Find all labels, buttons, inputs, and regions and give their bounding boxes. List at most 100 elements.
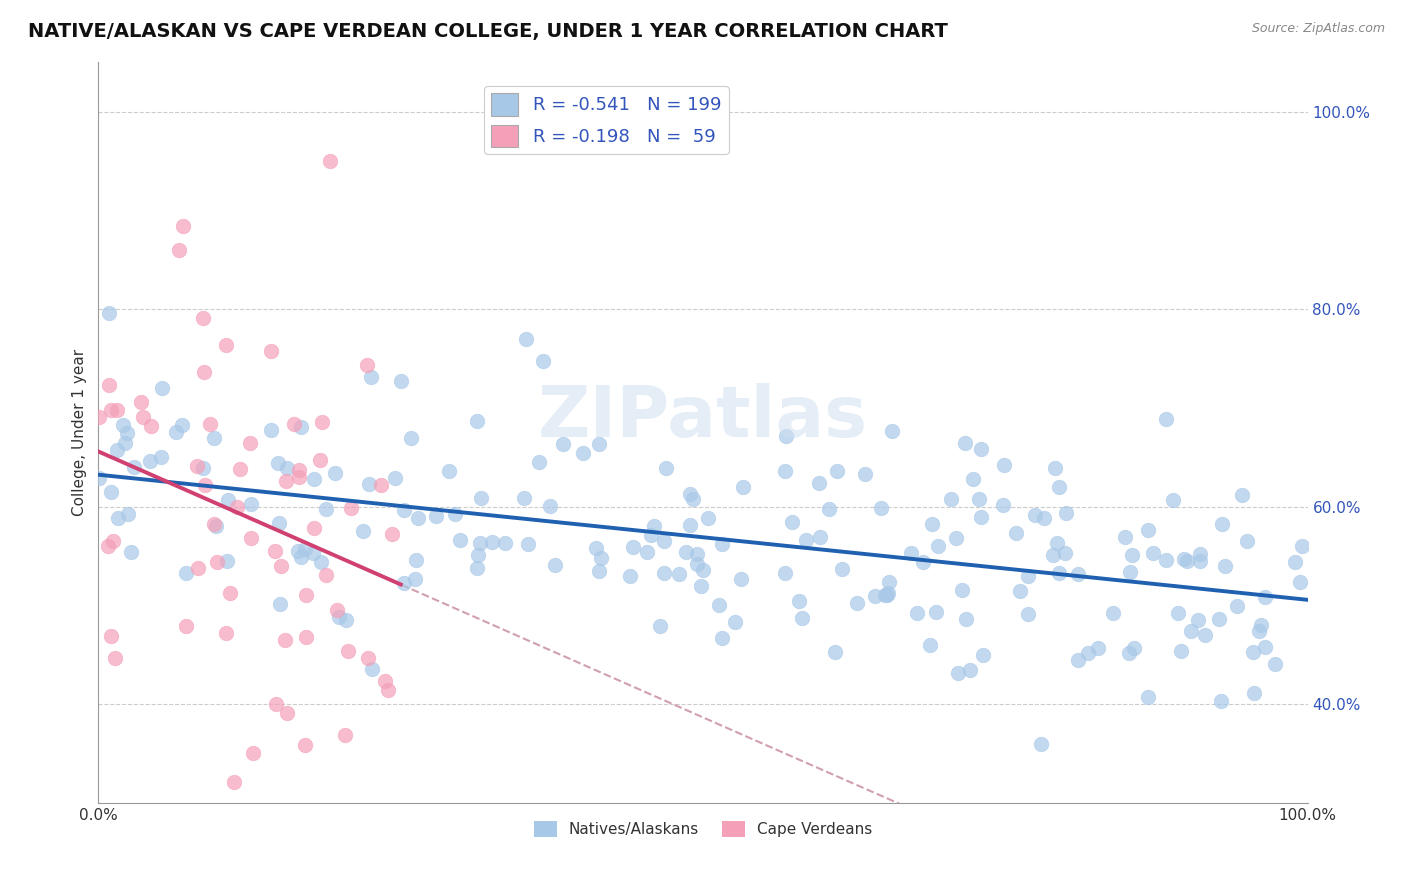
- Point: [240, 531, 263, 545]
- Point: [948, 665, 970, 680]
- Point: [679, 518, 702, 533]
- Point: [1254, 640, 1277, 654]
- Point: [374, 674, 396, 689]
- Point: [308, 452, 330, 467]
- Point: [276, 706, 298, 721]
- Point: [1236, 533, 1258, 548]
- Point: [875, 588, 897, 602]
- Point: [356, 358, 378, 372]
- Point: [1173, 551, 1195, 566]
- Point: [315, 568, 337, 582]
- Point: [640, 528, 662, 542]
- Point: [287, 470, 309, 484]
- Point: [1142, 546, 1164, 560]
- Point: [287, 544, 309, 558]
- Point: [276, 474, 298, 488]
- Point: [877, 586, 900, 600]
- Point: [1119, 566, 1142, 580]
- Point: [468, 536, 491, 550]
- Point: [1017, 569, 1039, 583]
- Point: [205, 519, 228, 533]
- Point: [972, 648, 994, 663]
- Point: [831, 562, 853, 576]
- Point: [104, 651, 127, 665]
- Point: [773, 566, 796, 580]
- Point: [1046, 535, 1069, 549]
- Text: ZIPatlas: ZIPatlas: [538, 384, 868, 452]
- Point: [1047, 480, 1070, 494]
- Point: [217, 553, 239, 567]
- Point: [512, 491, 534, 505]
- Point: [217, 492, 239, 507]
- Point: [787, 594, 810, 608]
- Point: [193, 365, 215, 379]
- Legend: Natives/Alaskans, Cape Verdeans: Natives/Alaskans, Cape Verdeans: [527, 815, 879, 843]
- Point: [621, 540, 644, 554]
- Point: [773, 465, 796, 479]
- Point: [260, 423, 283, 437]
- Point: [267, 456, 290, 470]
- Point: [711, 537, 734, 551]
- Point: [273, 633, 295, 648]
- Point: [302, 472, 325, 486]
- Point: [654, 461, 676, 475]
- Point: [1121, 548, 1143, 562]
- Point: [205, 554, 228, 568]
- Point: [1289, 575, 1312, 590]
- Point: [295, 588, 318, 602]
- Point: [1250, 617, 1272, 632]
- Point: [389, 374, 412, 388]
- Point: [1189, 547, 1212, 561]
- Point: [105, 443, 128, 458]
- Point: [370, 478, 392, 492]
- Point: [260, 344, 283, 359]
- Point: [1226, 599, 1249, 614]
- Text: NATIVE/ALASKAN VS CAPE VERDEAN COLLEGE, UNDER 1 YEAR CORRELATION CHART: NATIVE/ALASKAN VS CAPE VERDEAN COLLEGE, …: [28, 22, 948, 41]
- Point: [1042, 549, 1064, 563]
- Point: [470, 491, 492, 506]
- Point: [139, 453, 162, 467]
- Point: [269, 516, 291, 531]
- Point: [1043, 461, 1066, 475]
- Point: [481, 535, 503, 549]
- Point: [215, 337, 238, 351]
- Point: [283, 417, 305, 432]
- Point: [1066, 653, 1088, 667]
- Point: [1087, 640, 1109, 655]
- Point: [264, 697, 287, 711]
- Point: [730, 572, 752, 586]
- Point: [876, 588, 898, 602]
- Point: [318, 154, 340, 169]
- Point: [405, 553, 427, 567]
- Point: [165, 425, 187, 439]
- Point: [100, 485, 122, 500]
- Point: [361, 662, 384, 676]
- Point: [1253, 590, 1275, 604]
- Point: [921, 517, 943, 532]
- Point: [219, 586, 242, 600]
- Point: [1208, 612, 1230, 626]
- Point: [877, 574, 900, 589]
- Point: [294, 542, 316, 557]
- Point: [270, 559, 292, 574]
- Point: [692, 563, 714, 577]
- Point: [1047, 566, 1070, 581]
- Point: [198, 417, 221, 431]
- Point: [1187, 613, 1209, 627]
- Point: [239, 436, 262, 450]
- Point: [900, 546, 922, 560]
- Point: [1101, 606, 1123, 620]
- Point: [465, 561, 488, 575]
- Point: [970, 442, 993, 456]
- Point: [1054, 506, 1077, 520]
- Point: [733, 480, 755, 494]
- Point: [357, 477, 380, 491]
- Point: [1230, 488, 1253, 502]
- Point: [101, 533, 124, 548]
- Point: [333, 729, 356, 743]
- Point: [870, 501, 893, 516]
- Point: [1004, 525, 1026, 540]
- Point: [619, 569, 641, 583]
- Point: [686, 547, 709, 561]
- Point: [1211, 517, 1233, 532]
